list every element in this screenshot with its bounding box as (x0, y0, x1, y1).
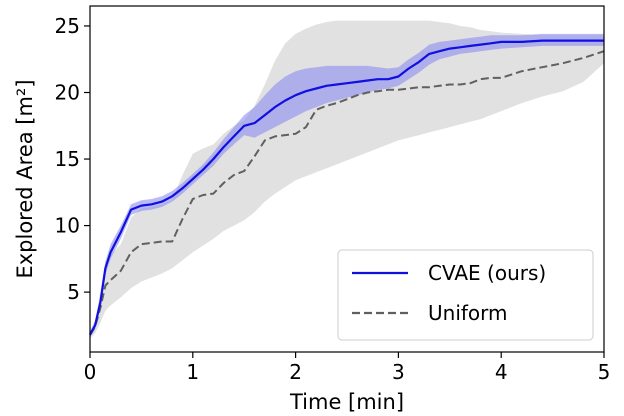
band-cvae (90, 33, 604, 338)
x-axis-ticks: 0 1 2 3 4 5 (84, 352, 611, 384)
y-tick-label: 20 (55, 81, 80, 105)
x-tick-label: 3 (392, 360, 405, 384)
series-lines (89, 39, 605, 336)
y-axis-label: Explored Area [m²] (13, 79, 37, 278)
plot-frame (89, 5, 605, 353)
band-uniform (90, 20, 604, 339)
x-tick-label: 1 (186, 360, 199, 384)
x-tick-label: 0 (84, 360, 97, 384)
x-tick-label: 2 (289, 360, 302, 384)
line-cvae (89, 39, 604, 336)
x-tick-label: 4 (495, 360, 508, 384)
legend-label-uniform: Uniform (428, 301, 508, 325)
y-tick-label: 25 (55, 14, 80, 38)
legend-label-cvae: CVAE (ours) (428, 261, 546, 285)
x-tick-label: 5 (598, 360, 611, 384)
y-tick-label: 5 (67, 280, 80, 304)
confidence-bands (90, 20, 604, 339)
legend: CVAE (ours) Uniform (337, 249, 594, 341)
y-tick-label: 10 (55, 214, 80, 238)
y-axis-ticks: 5 10 15 20 25 (55, 14, 90, 304)
y-tick-label: 15 (55, 147, 80, 171)
line-uniform (89, 50, 605, 336)
x-axis-label: Time [min] (289, 390, 404, 414)
